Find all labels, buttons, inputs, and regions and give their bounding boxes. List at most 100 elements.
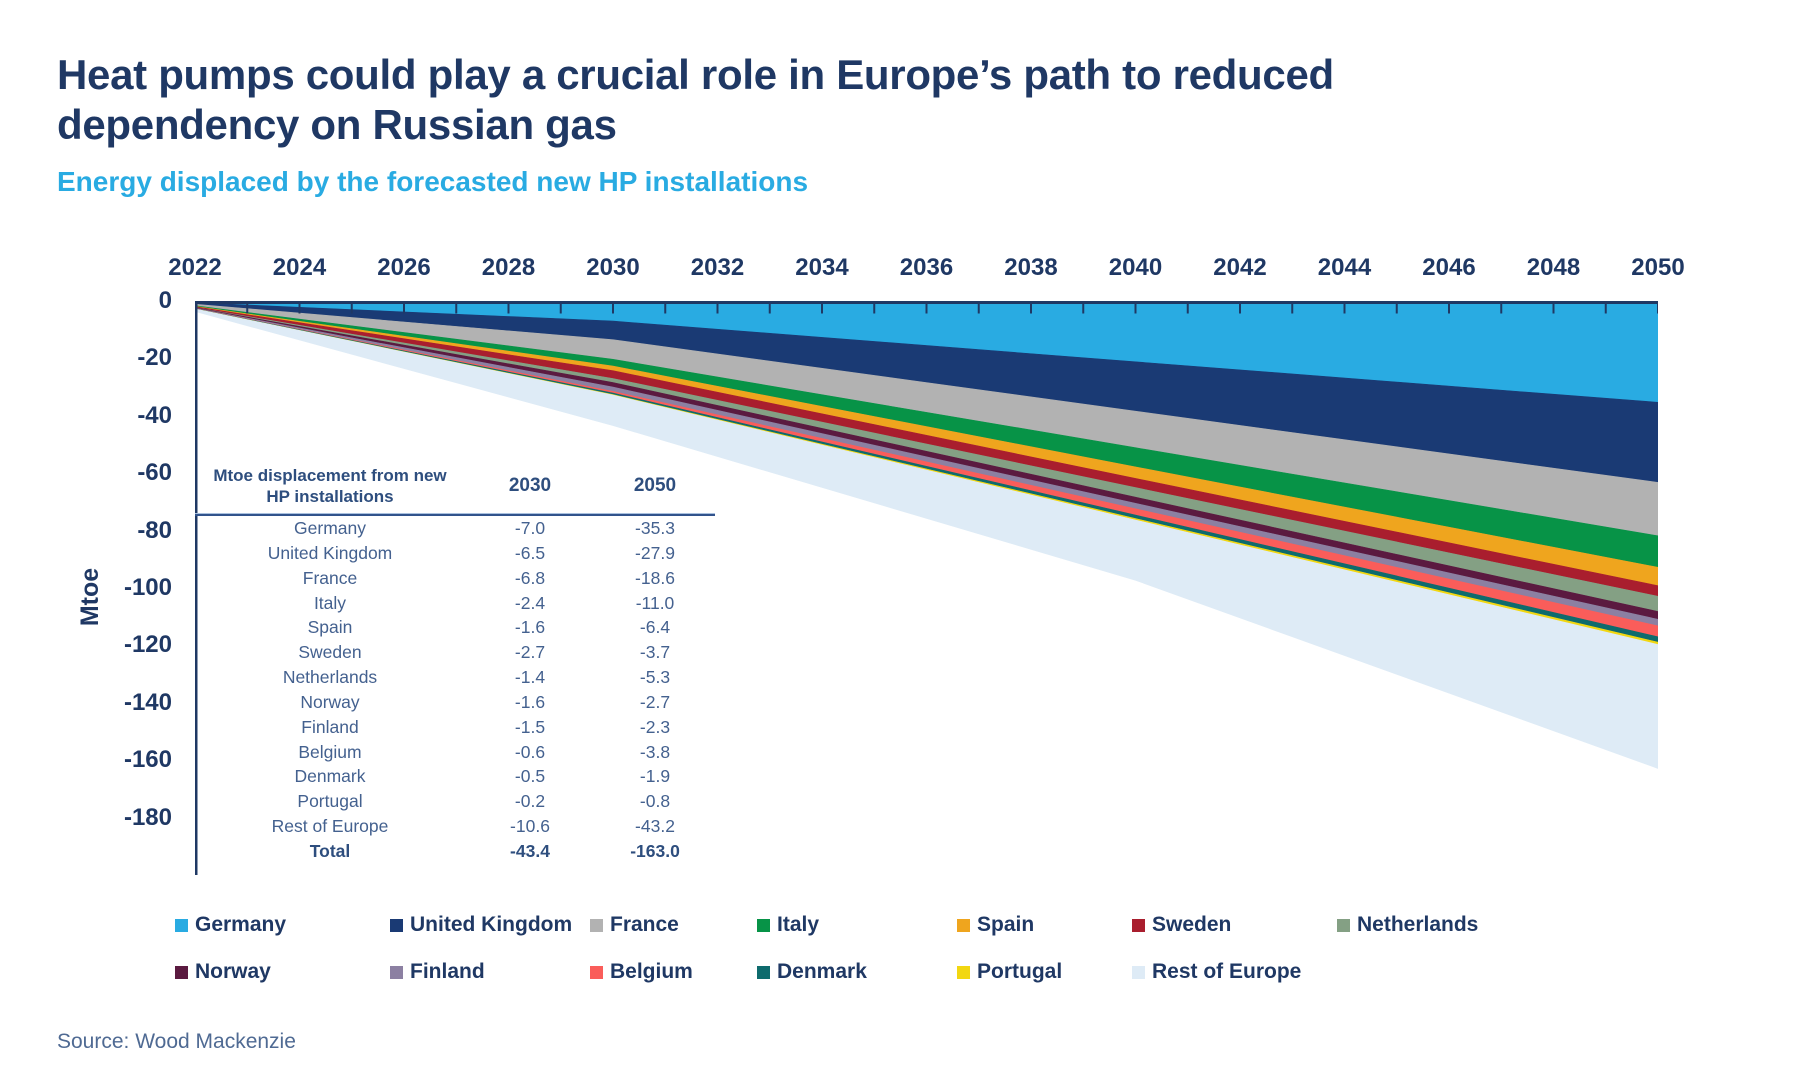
x-tick-label-2046: 2046 [1422, 254, 1476, 281]
table-cell-country: France [302, 567, 358, 588]
legend-swatch-netherlands [1337, 918, 1350, 932]
mtoe-table-header: Mtoe displacement from new HP installati… [195, 458, 715, 513]
legend-swatch-sweden [1132, 918, 1145, 932]
table-row-total: Total -43.4 -163.0 [195, 839, 715, 864]
table-header-2030: 2030 [508, 474, 552, 496]
table-cell-2030: -0.6 [514, 741, 546, 762]
legend-label-spain: Spain [977, 913, 1035, 936]
x-tick-label-2048: 2048 [1526, 254, 1581, 281]
source-note: Source: Wood Mackenzie [57, 1030, 296, 1053]
x-tick-label-2030: 2030 [586, 254, 640, 281]
table-header-2050: 2050 [633, 474, 677, 496]
legend-label-sweden: Sweden [1152, 913, 1232, 936]
area-series-rest-of-europe [195, 308, 1658, 769]
table-cell-2050: -6.4 [639, 617, 671, 638]
legend-item-finland: Finland [390, 959, 485, 985]
y-tick-label--40: -40 [137, 401, 172, 429]
legend-item-spain: Spain [957, 912, 1034, 938]
table-cell-country: United Kingdom [267, 542, 393, 563]
table-cell-2030: -1.4 [514, 667, 546, 688]
table-cell-country: Spain [307, 617, 353, 638]
table-cell-2050: -18.6 [635, 567, 675, 588]
table-row-sweden: Sweden -2.7 -3.7 [195, 640, 715, 665]
table-row-rest-of-europe: Rest of Europe -10.6 -43.2 [195, 814, 715, 839]
legend-item-denmark: Denmark [757, 959, 867, 985]
legend-swatch-italy [757, 918, 770, 932]
legend-swatch-spain [957, 918, 970, 932]
y-tick-label--180: -180 [123, 803, 172, 831]
table-cell-2030: -6.5 [514, 542, 546, 563]
table-row-norway: Norway -1.6 -2.7 [195, 690, 715, 715]
table-cell-2050: -1.9 [639, 766, 671, 787]
legend-item-germany: Germany [175, 912, 286, 938]
table-row-portugal: Portugal -0.2 -0.8 [195, 789, 715, 814]
x-tick-label-2026: 2026 [377, 254, 431, 281]
legend-item-norway: Norway [175, 959, 271, 985]
table-row-spain: Spain -1.6 -6.4 [195, 615, 715, 640]
legend-swatch-belgium [590, 965, 603, 979]
table-header-rule [195, 513, 715, 516]
x-tick-label-2024: 2024 [272, 254, 327, 281]
page-title-line1: Heat pumps could play a crucial role in … [57, 51, 1334, 98]
legend-swatch-norway [175, 965, 188, 979]
table-row-belgium: Belgium -0.6 -3.8 [195, 740, 715, 765]
x-tick-label-2042: 2042 [1213, 254, 1267, 281]
legend-item-portugal: Portugal [957, 959, 1062, 985]
legend-label-netherlands: Netherlands [1357, 913, 1479, 936]
legend-label-united-kingdom: United Kingdom [410, 913, 573, 936]
mtoe-table-body: Germany -7.0 -35.3 United Kingdom -6.5 -27.9 F… [195, 516, 715, 864]
table-cell-2050: -3.8 [639, 741, 671, 762]
legend-label-portugal: Portugal [977, 960, 1063, 983]
x-tick-label-2040: 2040 [1108, 254, 1163, 281]
table-cell-2030: -1.5 [514, 716, 546, 737]
legend-label-rest-of-europe: Rest of Europe [1152, 960, 1302, 983]
table-header-title: Mtoe displacement from new HP installati… [213, 465, 447, 506]
table-cell-country: Sweden [298, 642, 362, 663]
legend-label-belgium: Belgium [610, 960, 693, 983]
y-tick-label--60: -60 [137, 459, 172, 487]
x-tick-label-2028: 2028 [481, 254, 536, 281]
legend-label-norway: Norway [195, 960, 271, 983]
x-tick-label-2032: 2032 [690, 254, 745, 281]
table-cell-2050: -2.7 [639, 691, 671, 712]
table-cell-country: Portugal [297, 791, 363, 812]
table-row-germany: Germany -7.0 -35.3 [195, 516, 715, 541]
legend-swatch-rest-of-europe [1132, 965, 1145, 979]
table-cell-country: Italy [313, 592, 347, 613]
table-cell-country: Norway [300, 691, 360, 712]
page-title: Heat pumps could play a crucial role in … [57, 50, 1657, 150]
table-cell-country: Belgium [298, 741, 362, 762]
y-tick-label--120: -120 [123, 631, 172, 659]
x-tick-label-2034: 2034 [795, 254, 849, 281]
table-cell-2050: -5.3 [639, 667, 671, 688]
table-cell-2030: -1.6 [514, 617, 546, 638]
legend-swatch-portugal [957, 965, 970, 979]
table-cell-2050: -35.3 [635, 518, 675, 538]
x-tick-label-2038: 2038 [1004, 254, 1058, 281]
x-tick-label-2050: 2050 [1631, 254, 1685, 281]
table-cell-2030: -10.6 [510, 816, 550, 837]
table-cell-2030: -0.5 [514, 766, 546, 787]
legend-item-united-kingdom: United Kingdom [390, 912, 572, 938]
table-cell-2030: -43.4 [510, 840, 550, 861]
legend-item-sweden: Sweden [1132, 912, 1231, 938]
table-row-italy: Italy -2.4 -11.0 [195, 591, 715, 616]
legend-item-rest-of-europe: Rest of Europe [1132, 959, 1301, 985]
y-tick-label--160: -160 [123, 746, 172, 774]
legend-swatch-united-kingdom [390, 918, 403, 932]
page-title-line2: dependency on Russian gas [57, 101, 617, 148]
legend-swatch-denmark [757, 965, 770, 979]
table-cell-country: Germany [294, 518, 366, 538]
x-tick-label-2022: 2022 [168, 254, 222, 281]
legend-item-france: France [590, 912, 679, 938]
legend-item-belgium: Belgium [590, 959, 693, 985]
table-cell-2050: -11.0 [635, 592, 675, 613]
legend-item-italy: Italy [757, 912, 819, 938]
table-cell-2030: -6.8 [514, 567, 546, 588]
table-cell-2030: -1.6 [514, 691, 546, 712]
y-tick-label--80: -80 [137, 516, 172, 544]
table-cell-2030: -2.4 [514, 592, 546, 613]
table-row-united-kingdom: United Kingdom -6.5 -27.9 [195, 541, 715, 566]
table-cell-2030: -0.2 [514, 791, 546, 812]
